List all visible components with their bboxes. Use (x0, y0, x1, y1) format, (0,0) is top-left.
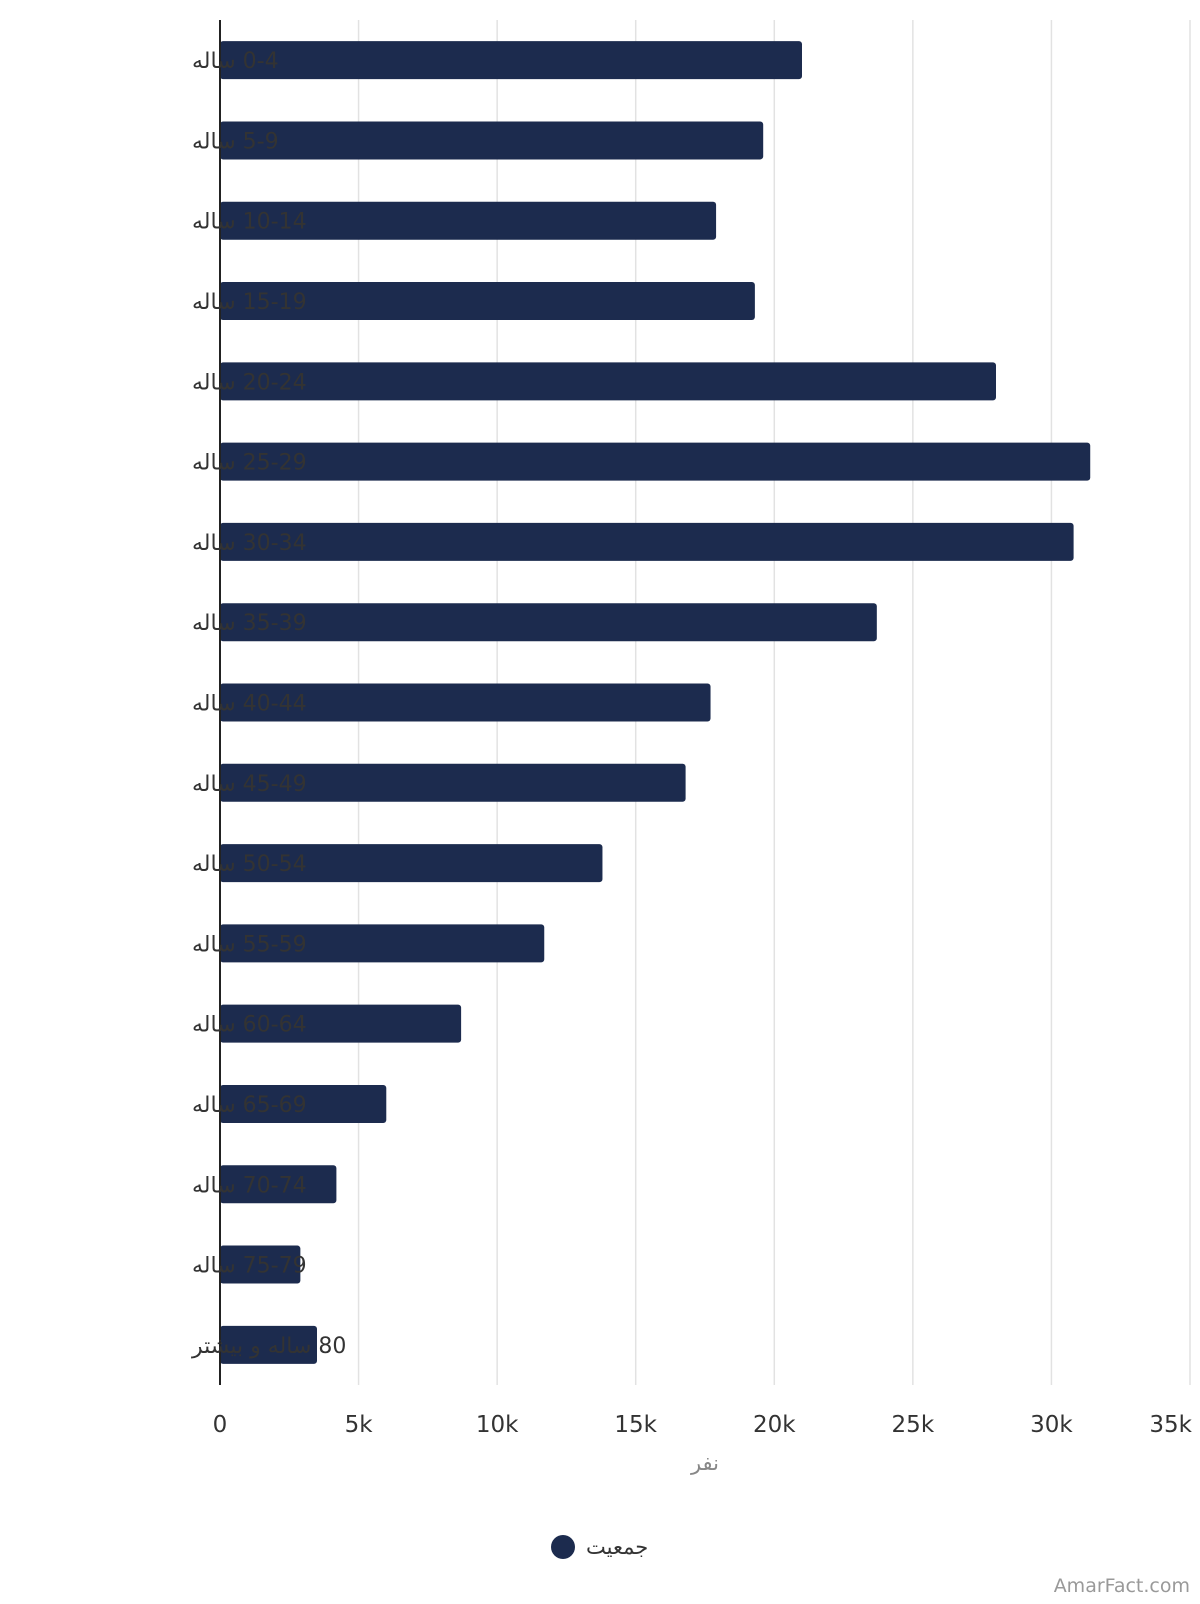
category-label: 50-54 ساله (192, 852, 307, 877)
x-tick-label: 30k (1030, 1412, 1073, 1438)
category-label: 60-64 ساله (192, 1013, 307, 1038)
bars-layer (219, 20, 1091, 1385)
x-tick-label: 0 (213, 1412, 228, 1438)
x-tick-label: 25k (892, 1412, 935, 1438)
bar[interactable] (220, 683, 711, 722)
category-label: 70-74 ساله (192, 1173, 307, 1198)
category-label: 0-4 ساله (192, 49, 279, 74)
x-axis-title: نفر (690, 1451, 719, 1475)
bar[interactable] (220, 522, 1074, 561)
category-label: 15-19 ساله (192, 290, 307, 315)
bar[interactable] (220, 844, 603, 883)
category-label: 5-9 ساله (192, 129, 279, 154)
x-tick-label: 35k (1149, 1412, 1192, 1438)
x-tick-label: 20k (753, 1412, 796, 1438)
bar[interactable] (220, 362, 996, 401)
watermark: AmarFact.com (1054, 1575, 1190, 1597)
category-label: 80 ساله و بیشتر (191, 1334, 346, 1359)
x-tick-label: 10k (476, 1412, 519, 1438)
category-label: 45-49 ساله (192, 772, 307, 797)
category-label: 30-34 ساله (192, 531, 307, 556)
bar[interactable] (220, 41, 802, 80)
bar[interactable] (220, 1084, 387, 1123)
x-tick-labels: 0 5k 10k 15k 20k 25k 30k 35k (213, 1412, 1193, 1438)
bar[interactable] (220, 201, 717, 240)
category-labels: 0-4 ساله 5-9 ساله 10-14 ساله 15-19 ساله 20-2… (191, 49, 346, 1359)
bar[interactable] (220, 603, 877, 642)
bar[interactable] (220, 282, 755, 321)
bar[interactable] (220, 121, 764, 160)
x-tick-label: 5k (345, 1412, 374, 1438)
bar[interactable] (220, 1004, 462, 1043)
bar[interactable] (220, 1245, 301, 1284)
category-label: 75-79 ساله (192, 1254, 307, 1279)
category-label: 40-44 ساله (192, 692, 307, 717)
legend[interactable]: جمعیت (551, 1535, 648, 1559)
category-label: 55-59 ساله (192, 932, 307, 957)
category-label: 35-39 ساله (192, 611, 307, 636)
bar[interactable] (220, 1165, 337, 1204)
bar[interactable] (220, 442, 1091, 481)
category-label: 25-29 ساله (192, 451, 307, 476)
x-tick-label: 15k (614, 1412, 657, 1438)
category-label: 65-69 ساله (192, 1093, 307, 1118)
bar[interactable] (220, 1325, 317, 1364)
category-label: 20-24 ساله (192, 370, 307, 395)
bar[interactable] (220, 763, 686, 802)
bar[interactable] (220, 924, 545, 963)
legend-label: جمعیت (586, 1535, 648, 1559)
category-label: 10-14 ساله (192, 210, 307, 235)
legend-dot-icon (551, 1535, 575, 1559)
